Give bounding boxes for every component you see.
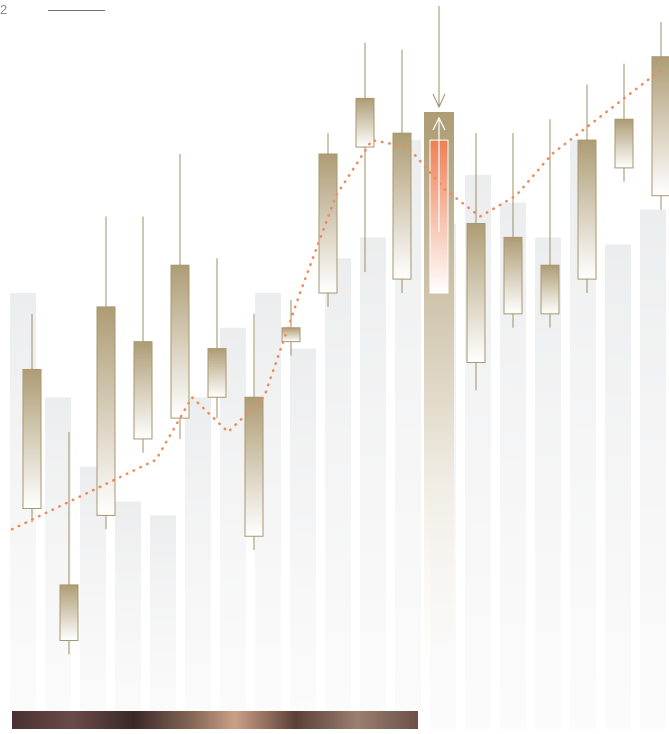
- candle-body: [577, 139, 597, 280]
- candle-body: [355, 97, 375, 148]
- volume-bar: [535, 237, 561, 729]
- candle-body: [466, 223, 486, 363]
- candle-body: [170, 264, 190, 419]
- up-arrow-head: [432, 116, 446, 131]
- trend-line: [10, 69, 662, 531]
- candle-body: [281, 327, 301, 343]
- down-arrow-head: [432, 93, 446, 109]
- candle-body: [244, 396, 264, 537]
- arrow-markers: [432, 6, 446, 232]
- candle-body: [22, 368, 42, 509]
- candle-body: [133, 341, 153, 440]
- candle-body: [614, 118, 634, 169]
- candle-body: [392, 132, 412, 280]
- candle-body: [651, 56, 669, 197]
- candle-body: [96, 306, 116, 516]
- candle-body: [318, 153, 338, 294]
- volume-bar: [360, 237, 386, 729]
- volume-bar: [45, 397, 71, 729]
- volume-bar: [115, 501, 141, 729]
- volume-bar: [325, 258, 351, 729]
- volume-bar: [150, 515, 176, 729]
- candle-body: [59, 584, 79, 642]
- volume-bar: [605, 244, 631, 729]
- volume-bar: [185, 397, 211, 729]
- corner-rule: [48, 10, 105, 11]
- photo-strip: [12, 711, 418, 729]
- candle-body: [540, 264, 560, 315]
- candle-body: [207, 348, 227, 398]
- volume-bar: [290, 348, 316, 729]
- volume-bar: [640, 209, 666, 730]
- candle-body: [503, 236, 523, 315]
- candles: [22, 21, 669, 655]
- corner-label: 2: [0, 2, 8, 17]
- trend-polyline: [10, 69, 662, 531]
